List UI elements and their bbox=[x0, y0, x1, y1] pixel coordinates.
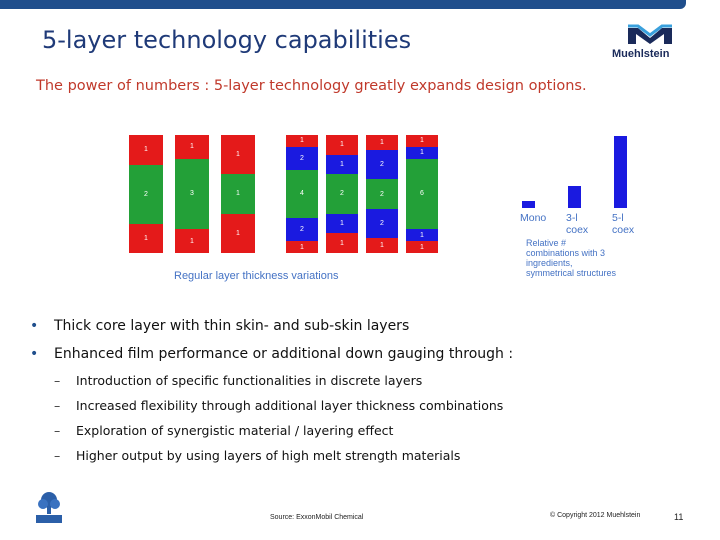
tree-logo-icon bbox=[36, 492, 62, 523]
top-accent-bar bbox=[0, 0, 686, 9]
logo-text: Muehlstein bbox=[612, 48, 670, 60]
layer-block: 2 bbox=[366, 179, 398, 209]
layer-block: 1 bbox=[326, 154, 358, 175]
layer-block: 1 bbox=[406, 146, 438, 159]
layer-block: 2 bbox=[129, 164, 163, 224]
footer-logo bbox=[34, 490, 64, 524]
combination-bar bbox=[614, 136, 627, 208]
sub-bullet-item: – Introduction of specific functionaliti… bbox=[30, 372, 690, 397]
bullet-text: Enhanced film performance or additional … bbox=[54, 346, 514, 362]
category-label-line: Mono bbox=[520, 212, 547, 224]
bullet-dot-icon: • bbox=[30, 346, 39, 362]
combination-category-label: Mono bbox=[520, 212, 546, 224]
layer-block: 2 bbox=[366, 149, 398, 180]
sub-bullet-item: – Higher output by using layers of high … bbox=[30, 447, 690, 472]
layer-block: 1 bbox=[326, 135, 358, 155]
layer-block: 1 bbox=[326, 213, 358, 234]
dash-icon: – bbox=[54, 423, 61, 438]
combinations-chart: Mono 3-l coex 5-l coex Relative # combination… bbox=[512, 130, 662, 290]
muehlstein-logo-icon bbox=[628, 24, 672, 44]
dash-icon: – bbox=[54, 398, 61, 413]
bullet-list: • Thick core layer with thin skin- and s… bbox=[30, 316, 690, 472]
category-label-line: 5-l bbox=[612, 212, 624, 224]
sub-bullet-text: Higher output by using layers of high me… bbox=[76, 448, 461, 463]
category-label-line: coex bbox=[612, 224, 635, 236]
copyright-note: © Copyright 2012 Muehlstein bbox=[550, 512, 641, 519]
sub-bullet-item: – Exploration of synergistic material / … bbox=[30, 422, 690, 447]
layer-block: 1 bbox=[406, 135, 438, 147]
layer-block: 2 bbox=[286, 217, 318, 242]
company-logo: Muehlstein bbox=[612, 22, 688, 64]
layer-block: 2 bbox=[326, 174, 358, 214]
bullet-item: • Enhanced film performance or additiona… bbox=[30, 344, 690, 372]
layer-block: 1 bbox=[406, 229, 438, 242]
bullet-text: Thick core layer with thin skin- and sub… bbox=[54, 318, 410, 334]
combination-category-label: 3-l coex bbox=[566, 212, 588, 236]
layer-block: 1 bbox=[175, 135, 209, 159]
layer-block: 1 bbox=[221, 174, 255, 214]
layer-block: 2 bbox=[366, 208, 398, 239]
layer-block: 1 bbox=[366, 238, 398, 253]
bullet-item: • Thick core layer with thin skin- and s… bbox=[30, 316, 690, 344]
layer-block: 3 bbox=[175, 158, 209, 230]
caption-line: Relative # bbox=[526, 238, 567, 248]
dash-icon: – bbox=[54, 373, 61, 388]
bullet-dot-icon: • bbox=[30, 318, 39, 334]
layer-block: 6 bbox=[406, 158, 438, 230]
category-label-line: 3-l bbox=[566, 212, 578, 224]
combination-bar bbox=[522, 200, 535, 208]
caption-line: ingredients, bbox=[526, 258, 573, 268]
layer-block: 1 bbox=[406, 241, 438, 253]
layer-figure-caption: Regular layer thickness variations bbox=[174, 270, 339, 282]
sub-bullet-item: – Increased flexibility through addition… bbox=[30, 397, 690, 422]
layer-block: 1 bbox=[366, 135, 398, 150]
sub-bullet-text: Introduction of specific functionalities… bbox=[76, 373, 423, 388]
caption-line: symmetrical structures bbox=[526, 268, 617, 278]
page-title: 5-layer technology capabilities bbox=[42, 26, 412, 54]
layer-block: 1 bbox=[129, 223, 163, 253]
layer-block: 4 bbox=[286, 170, 318, 218]
subtitle: The power of numbers : 5-layer technolog… bbox=[36, 78, 587, 94]
layer-block: 1 bbox=[129, 135, 163, 165]
combinations-caption: Relative # combinations with 3 ingredients… bbox=[526, 238, 656, 278]
category-label-line: coex bbox=[566, 224, 589, 236]
combination-category-label: 5-l coex bbox=[612, 212, 634, 236]
layer-block: 1 bbox=[286, 135, 318, 147]
layer-block: 2 bbox=[286, 146, 318, 171]
layer-block: 1 bbox=[175, 229, 209, 253]
layer-block: 1 bbox=[221, 213, 255, 253]
layer-block: 1 bbox=[221, 135, 255, 175]
source-note: Source: ExxonMobil Chemical bbox=[270, 514, 364, 521]
caption-line: combinations with 3 bbox=[526, 248, 606, 258]
sub-bullet-text: Increased flexibility through additional… bbox=[76, 398, 504, 413]
combination-bar bbox=[568, 186, 581, 208]
layer-block: 1 bbox=[326, 233, 358, 253]
dash-icon: – bbox=[54, 448, 61, 463]
layer-block: 1 bbox=[286, 241, 318, 253]
page-number: 11 bbox=[674, 512, 684, 522]
sub-bullet-text: Exploration of synergistic material / la… bbox=[76, 423, 394, 438]
